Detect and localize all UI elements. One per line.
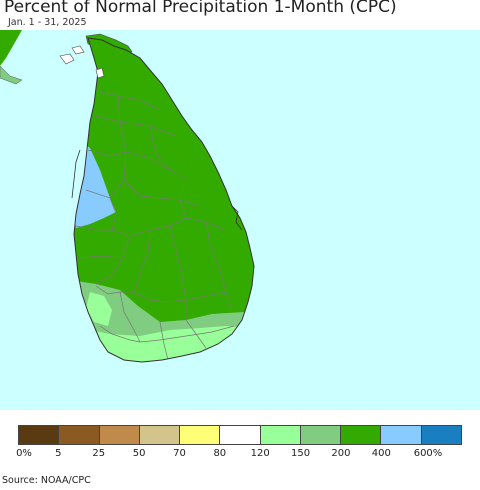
legend-label: 200 xyxy=(331,448,351,459)
legend-label: 150 xyxy=(290,448,311,459)
sri-lanka-coastline xyxy=(73,37,255,363)
legend-swatch xyxy=(341,426,382,444)
legend-label: 80 xyxy=(213,448,227,459)
legend-swatch xyxy=(381,426,422,444)
legend-label: 50 xyxy=(132,448,146,459)
east-coast-lagoon xyxy=(231,205,243,231)
legend-label: 25 xyxy=(92,448,106,459)
legend-swatch xyxy=(180,426,221,444)
legend-label: 400 xyxy=(371,448,391,459)
map-title: Percent of Normal Precipitation 1-Month … xyxy=(4,0,397,17)
legend-color-bar xyxy=(18,425,462,445)
legend-swatch xyxy=(139,426,181,444)
district-boundaries xyxy=(75,89,235,361)
legend-swatch xyxy=(300,426,342,444)
legend-swatch xyxy=(19,426,60,444)
legend-label: 5 xyxy=(55,448,62,459)
map-date-range: Jan. 1 - 31, 2025 xyxy=(8,17,87,28)
india-coast-strip xyxy=(0,65,23,85)
legend-label: 70 xyxy=(173,448,186,459)
west-coast-lagoon xyxy=(71,149,81,199)
region-120-150-percent-west xyxy=(86,292,112,326)
legend-swatch xyxy=(59,426,100,444)
legend-swatch xyxy=(421,426,461,444)
legend-labels: 0% 5 25 50 70 80 120 150 200 400 600% xyxy=(16,448,462,462)
legend-label: 0% xyxy=(16,448,32,459)
india-landmass xyxy=(0,30,22,66)
jaffna-islet-1 xyxy=(59,53,75,65)
jaffna-islet-2 xyxy=(71,45,85,55)
legend-swatch xyxy=(99,426,140,444)
legend-label: 120 xyxy=(250,448,270,459)
data-source: Source: NOAA/CPC xyxy=(2,475,91,486)
legend-label: 600% xyxy=(413,448,443,459)
legend-swatch xyxy=(220,426,261,444)
legend-swatch xyxy=(260,426,301,444)
northwest-islet xyxy=(95,67,105,79)
precipitation-map xyxy=(0,30,480,410)
